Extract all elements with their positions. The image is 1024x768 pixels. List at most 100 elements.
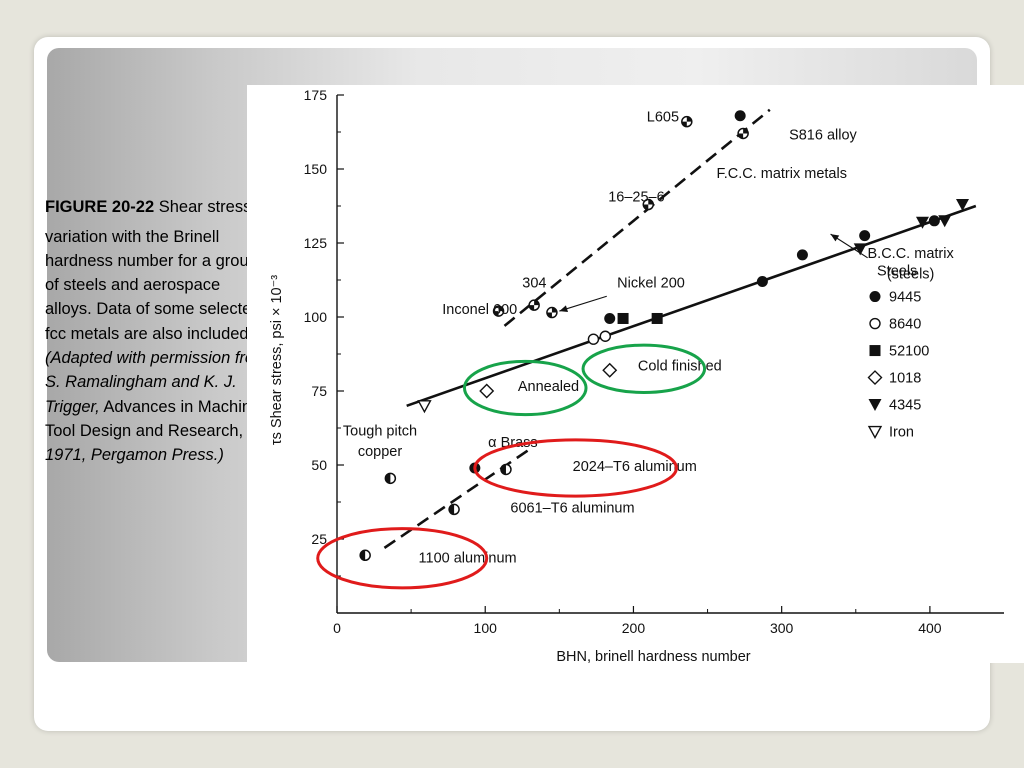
data-point-l605 bbox=[681, 115, 693, 128]
legend-label: 8640 bbox=[889, 317, 921, 333]
annotation-304: 304 bbox=[522, 275, 546, 291]
data-point-9445 bbox=[756, 275, 768, 287]
annotation-s816-alloy: S816 alloy bbox=[789, 127, 857, 143]
marker-quadrant bbox=[498, 306, 504, 312]
data-point-9445 bbox=[796, 249, 808, 261]
data-point-s816-alloy bbox=[737, 127, 749, 140]
marker-quadrant bbox=[551, 307, 557, 313]
legend-marker bbox=[869, 317, 881, 330]
trend-line-b-c-c-matrix-steels-solid bbox=[406, 204, 977, 408]
legend-entry-9445: 9445 bbox=[869, 290, 921, 306]
annotation-1100-aluminum: 1100 aluminum bbox=[419, 551, 517, 567]
x-tick-label: 300 bbox=[770, 620, 794, 636]
legend-marker bbox=[867, 425, 883, 440]
figure-caption: FIGURE 20-22 Shear stress τs variation w… bbox=[45, 195, 271, 468]
data-point-9445 bbox=[604, 312, 616, 324]
data-point-52100 bbox=[651, 312, 663, 324]
data-point-iron bbox=[417, 400, 432, 414]
legend-marker bbox=[868, 399, 882, 412]
annotation-copper: copper bbox=[358, 444, 403, 460]
data-point-4345 bbox=[853, 243, 867, 256]
data-point-304 bbox=[528, 299, 540, 311]
caption-text-3: Advances in Machine Tool Design and Rese… bbox=[45, 397, 261, 440]
caption-italic-2: 1971, Pergamon Press.) bbox=[45, 446, 224, 465]
highlight-ellipse-annealed bbox=[462, 359, 588, 417]
annotation-steels: (steels) bbox=[887, 267, 935, 283]
legend-entry-8640: 8640 bbox=[869, 317, 921, 333]
leader-arrowhead bbox=[830, 234, 840, 242]
annotation-tough-pitch: Tough pitch bbox=[343, 423, 417, 439]
legend-marker bbox=[867, 370, 883, 386]
annotation-cold-finished: Cold finished bbox=[638, 358, 722, 374]
shear-stress-chart: 0 100 200 300 400 25 50 75 100 125 150 175 BHN, brin… bbox=[269, 87, 1004, 663]
legend: Steels 9445 8640 52100 1018 4345 Iron bbox=[867, 264, 929, 441]
annotation-b-c-c-matrix: B.C.C. matrix bbox=[868, 246, 955, 262]
x-tick-label: 0 bbox=[333, 620, 341, 636]
marker-quadrant bbox=[546, 312, 552, 318]
caption-text-1: Shear stress bbox=[154, 198, 256, 216]
data-point-4345 bbox=[915, 216, 929, 229]
leader-arrowhead bbox=[559, 305, 569, 313]
y-tick-label: 175 bbox=[304, 87, 328, 103]
y-tick-label: 150 bbox=[304, 161, 328, 177]
y-tick-label: 25 bbox=[311, 531, 327, 547]
x-tick-label: 200 bbox=[622, 620, 646, 636]
annotation-l605: L605 bbox=[647, 110, 679, 126]
marker-half bbox=[500, 464, 506, 475]
legend-label: 9445 bbox=[889, 290, 921, 306]
annotation-brass: α Brass bbox=[488, 435, 537, 451]
data-point-tough-pitch-copper bbox=[384, 472, 397, 485]
highlight-ellipse-1100-aluminum bbox=[316, 527, 489, 590]
annotation-annealed: Annealed bbox=[518, 379, 579, 395]
data-point-inconel-600 bbox=[492, 305, 505, 317]
data-point-4345 bbox=[955, 199, 969, 212]
legend-entry-1018: 1018 bbox=[867, 370, 921, 387]
x-tick-label: 100 bbox=[474, 620, 498, 636]
data-point-1018 bbox=[479, 383, 495, 399]
legend-label: 1018 bbox=[889, 371, 921, 387]
marker-quadrant bbox=[681, 121, 687, 127]
marker-half bbox=[385, 473, 391, 484]
data-point-2024-t6-aluminum bbox=[500, 463, 512, 476]
data-point-9445 bbox=[928, 215, 940, 227]
legend-label: Iron bbox=[889, 425, 914, 441]
caption-figure-label: FIGURE 20-22 bbox=[45, 198, 155, 216]
data-point-nickel-200 bbox=[546, 306, 558, 319]
legend-label: 4345 bbox=[889, 398, 921, 414]
marker-half bbox=[360, 550, 366, 561]
data-point-9445 bbox=[859, 230, 871, 242]
data-point-6061-t6-aluminum bbox=[448, 503, 460, 516]
y-tick-label: 50 bbox=[311, 457, 327, 473]
y-tick-label: 125 bbox=[304, 235, 328, 251]
bcc-leader-arrow bbox=[830, 233, 868, 259]
caption-text-2: variation with the Brinell hardness numb… bbox=[45, 227, 261, 343]
marker-quadrant bbox=[738, 133, 744, 139]
data-point-16-25-6 bbox=[642, 198, 655, 211]
highlight-ellipse-2024-t6-aluminum bbox=[473, 438, 678, 498]
y-axis-label: τs Shear stress, psi × 10⁻³ bbox=[269, 275, 285, 445]
marker-quadrant bbox=[534, 300, 540, 306]
leader-line bbox=[559, 295, 607, 312]
legend-entry-iron: Iron bbox=[867, 425, 914, 441]
highlight-ellipse-cold-finished bbox=[581, 343, 707, 394]
x-tick-label: 400 bbox=[918, 620, 942, 636]
data-point-4345 bbox=[938, 215, 952, 228]
marker-quadrant bbox=[493, 311, 499, 317]
data-point-1018 bbox=[602, 362, 618, 378]
legend-label: 52100 bbox=[889, 344, 929, 360]
legend-entry-52100: 52100 bbox=[869, 344, 929, 360]
y-tick-label: 75 bbox=[311, 383, 327, 399]
marker-quadrant bbox=[643, 204, 649, 210]
annotation-2024-t6-aluminum: 2024–T6 aluminum bbox=[573, 459, 697, 475]
data-point-9445 bbox=[734, 110, 746, 122]
marker-quadrant bbox=[686, 116, 692, 122]
data-point-1100-aluminum bbox=[359, 549, 371, 562]
data-point-8640 bbox=[599, 330, 611, 342]
marker-quadrant bbox=[529, 305, 535, 311]
legend-title: Steels bbox=[877, 264, 917, 280]
caption-italic-1: (Adapted with permission from S. Ramalin… bbox=[45, 349, 268, 416]
legend-entry-4345: 4345 bbox=[868, 398, 921, 414]
marker-quadrant bbox=[648, 199, 654, 205]
trend-line-aluminum-dashed bbox=[383, 446, 534, 549]
x-axis-label: BHN, brinell hardness number bbox=[556, 649, 750, 663]
